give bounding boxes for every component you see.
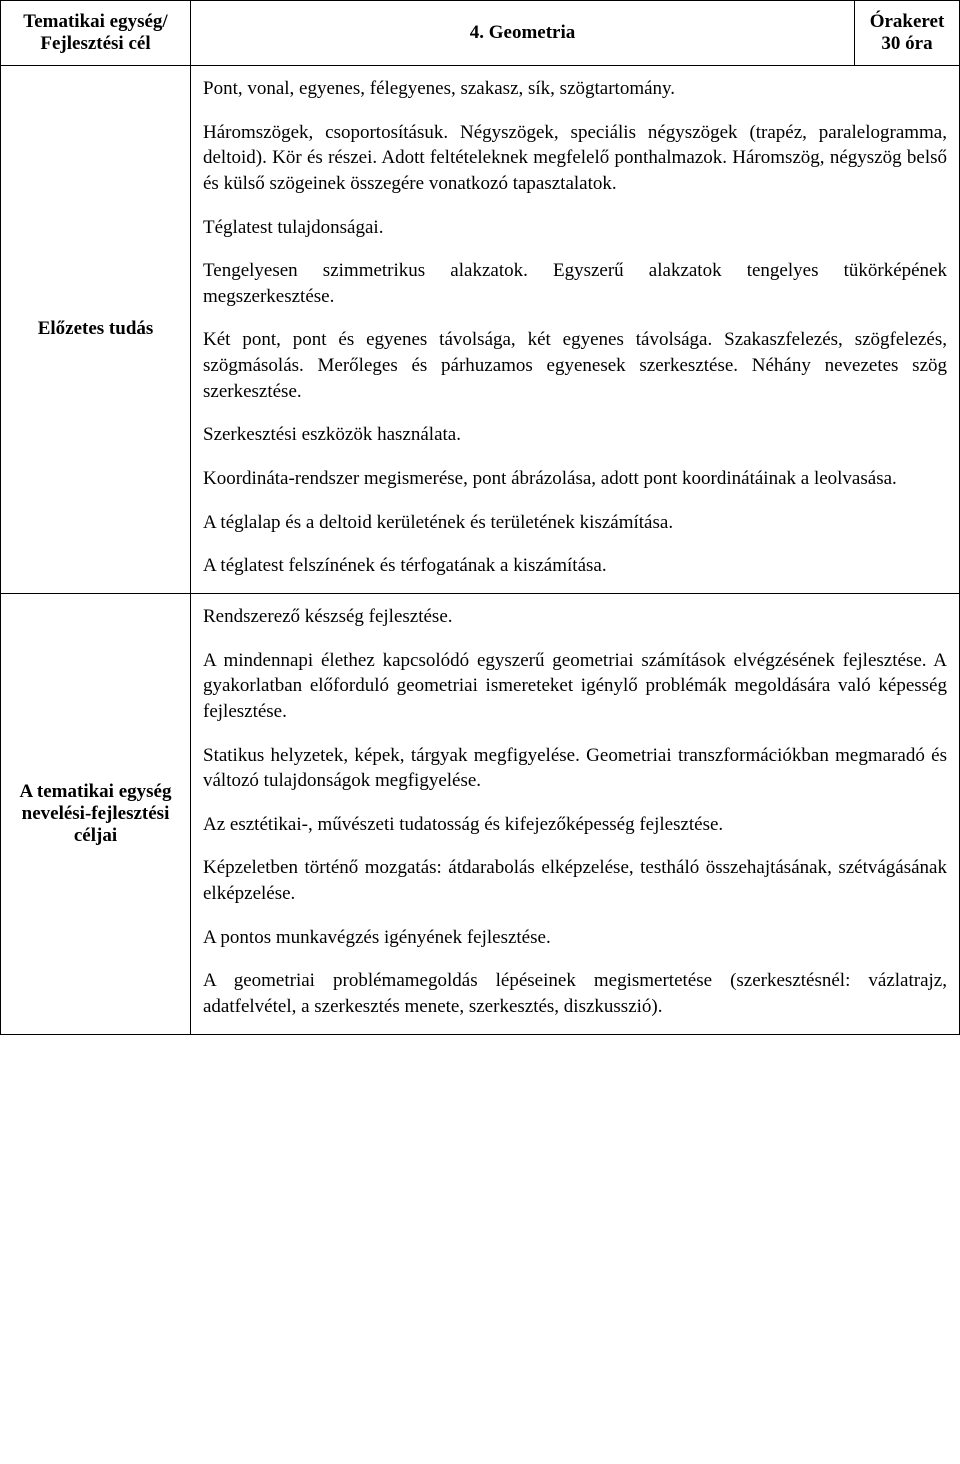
goals-row: A tematikai egység nevelési-fejlesztési … — [1, 593, 960, 1034]
g-p0: Rendszerező készség fejlesztése. — [203, 604, 947, 630]
pk-p1: Háromszögek, csoportosításuk. Négyszögek… — [203, 120, 947, 197]
g-p6: A geometriai problémamegoldás lépéseinek… — [203, 968, 947, 1019]
prior-knowledge-row: Előzetes tudás Pont, vonal, egyenes, fél… — [1, 66, 960, 594]
g-p3: Az esztétikai-, művészeti tudatosság és … — [203, 812, 947, 838]
goals-label: A tematikai egység nevelési-fejlesztési … — [20, 781, 172, 846]
goals-label-cell: A tematikai egység nevelési-fejlesztési … — [1, 593, 191, 1034]
goals-content: Rendszerező készség fejlesztése. A minde… — [191, 593, 960, 1034]
header-left-line2: Fejlesztési cél — [40, 33, 150, 54]
prior-knowledge-content: Pont, vonal, egyenes, félegyenes, szakas… — [191, 66, 960, 594]
pk-p3: Tengelyesen szimmetrikus alakzatok. Egys… — [203, 258, 947, 309]
g-p1: A mindennapi élethez kapcsolódó egyszerű… — [203, 648, 947, 725]
g-p4: Képzeletben történő mozgatás: átdarabolá… — [203, 855, 947, 906]
pk-p5: Szerkesztési eszközök használata. — [203, 422, 947, 448]
curriculum-table: Tematikai egység/ Fejlesztési cél 4. Geo… — [0, 0, 960, 1035]
g-p5: A pontos munkavégzés igényének fejleszté… — [203, 925, 947, 951]
header-right-line1: Órakeret — [870, 11, 945, 32]
pk-p0: Pont, vonal, egyenes, félegyenes, szakas… — [203, 76, 947, 102]
header-right-cell: Órakeret 30 óra — [855, 1, 960, 66]
g-p2: Statikus helyzetek, képek, tárgyak megfi… — [203, 743, 947, 794]
header-right-line2: 30 óra — [881, 33, 932, 54]
header-left-line1: Tematikai egység/ — [23, 11, 167, 32]
header-left-cell: Tematikai egység/ Fejlesztési cél — [1, 1, 191, 66]
pk-p2: Téglatest tulajdonságai. — [203, 215, 947, 241]
pk-p4: Két pont, pont és egyenes távolsága, két… — [203, 327, 947, 404]
header-title: 4. Geometria — [470, 22, 576, 43]
prior-knowledge-label: Előzetes tudás — [38, 318, 154, 339]
pk-p6: Koordináta-rendszer megismerése, pont áb… — [203, 466, 947, 492]
pk-p7: A téglalap és a deltoid kerületének és t… — [203, 510, 947, 536]
header-title-cell: 4. Geometria — [191, 1, 855, 66]
pk-p8: A téglatest felszínének és térfogatának … — [203, 553, 947, 579]
prior-knowledge-label-cell: Előzetes tudás — [1, 66, 191, 594]
header-row: Tematikai egység/ Fejlesztési cél 4. Geo… — [1, 1, 960, 66]
